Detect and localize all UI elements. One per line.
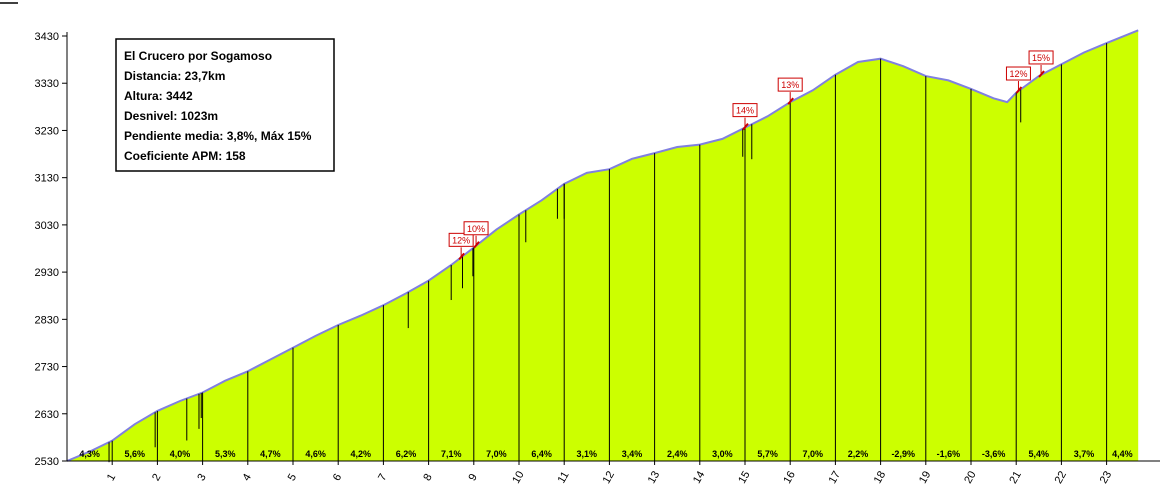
gradient-label: 3,1% bbox=[577, 449, 598, 459]
x-tick-label: 12 bbox=[601, 469, 618, 486]
y-tick-label: 2530 bbox=[35, 456, 59, 468]
y-tick-label: 2630 bbox=[35, 409, 59, 421]
x-tick-label: 1 bbox=[105, 472, 118, 483]
y-tick-label: 3030 bbox=[35, 220, 59, 232]
gradient-label: 3,7% bbox=[1074, 449, 1095, 459]
y-tick-label: 3130 bbox=[35, 173, 59, 185]
callout-box bbox=[1028, 50, 1054, 65]
gradient-label: 4,4% bbox=[1112, 449, 1133, 459]
x-tick-label: 3 bbox=[195, 472, 208, 483]
x-tick-label: 10 bbox=[510, 469, 527, 486]
y-tick-label: 2730 bbox=[35, 362, 59, 374]
gradient-label: 3,4% bbox=[622, 449, 643, 459]
max-gradient-callout: 12% bbox=[1005, 66, 1031, 94]
max-gradient-callout: 12% bbox=[448, 232, 474, 260]
y-tick-label: 3430 bbox=[35, 31, 59, 43]
y-tick-label: 2930 bbox=[35, 267, 59, 279]
callout-label: 13% bbox=[781, 80, 799, 90]
x-tick-label: 17 bbox=[827, 469, 844, 486]
gradient-label: 5,3% bbox=[215, 449, 236, 459]
x-tick-label: 16 bbox=[781, 469, 798, 486]
callout-box bbox=[463, 221, 489, 236]
gradient-label: 7,0% bbox=[486, 449, 507, 459]
info-line: Distancia: 23,7km bbox=[124, 69, 225, 83]
x-tick-label: 23 bbox=[1098, 469, 1115, 486]
x-tick-label: 15 bbox=[736, 469, 753, 486]
gradient-label: 4,0% bbox=[170, 449, 191, 459]
gradient-label: -2,9% bbox=[891, 449, 915, 459]
info-line: Desnivel: 1023m bbox=[124, 109, 218, 123]
callout-box bbox=[777, 77, 803, 92]
callout-box bbox=[448, 232, 474, 247]
x-tick-label: 18 bbox=[872, 469, 889, 486]
gradient-label: 5,6% bbox=[125, 449, 146, 459]
gradient-label: 3,0% bbox=[712, 449, 733, 459]
gradient-label: 4,6% bbox=[305, 449, 326, 459]
callout-label: 12% bbox=[452, 235, 470, 245]
info-line: Pendiente media: 3,8%, Máx 15% bbox=[124, 129, 312, 143]
x-tick-label: 4 bbox=[240, 472, 253, 483]
gradient-label: 4,3% bbox=[79, 449, 100, 459]
callout-box bbox=[1005, 66, 1031, 81]
x-tick-label: 9 bbox=[466, 472, 479, 483]
info-box-frame bbox=[115, 38, 335, 172]
gradient-label: 6,2% bbox=[396, 449, 417, 459]
y-tick-label: 3230 bbox=[35, 125, 59, 137]
callout-label: 14% bbox=[736, 106, 754, 116]
x-tick-label: 21 bbox=[1007, 469, 1024, 486]
elevation-area bbox=[67, 30, 1139, 462]
max-gradient-callout: 10% bbox=[463, 221, 489, 249]
callout-box bbox=[732, 103, 758, 118]
y-tick-label: 3330 bbox=[35, 78, 59, 90]
x-tick-label: 22 bbox=[1053, 469, 1070, 486]
gradient-label: -1,6% bbox=[937, 449, 961, 459]
info-box: El Crucero por Sogamoso Distancia: 23,7km… bbox=[115, 38, 335, 172]
callout-label: 10% bbox=[467, 224, 485, 234]
gradient-label: 7,1% bbox=[441, 449, 462, 459]
x-tick-label: 11 bbox=[556, 470, 572, 486]
x-tick-label: 6 bbox=[331, 472, 344, 483]
gradient-label: 5,4% bbox=[1029, 449, 1050, 459]
callout-label: 15% bbox=[1032, 53, 1050, 63]
gradient-label: 5,7% bbox=[757, 449, 778, 459]
info-line: Coeficiente APM: 158 bbox=[124, 149, 246, 163]
x-tick-label: 20 bbox=[962, 469, 979, 486]
x-tick-label: 2 bbox=[150, 472, 163, 483]
x-tick-label: 5 bbox=[286, 472, 299, 483]
x-tick-label: 19 bbox=[917, 469, 934, 486]
max-gradient-callout: 13% bbox=[777, 77, 803, 105]
x-tick-label: 8 bbox=[421, 472, 434, 483]
gradient-label: 7,0% bbox=[803, 449, 824, 459]
x-tick-label: 13 bbox=[646, 469, 663, 486]
gradient-label: 4,7% bbox=[260, 449, 281, 459]
route-name: El Crucero por Sogamoso bbox=[124, 49, 272, 63]
gradient-label: 4,2% bbox=[351, 449, 372, 459]
max-gradient-callout: 15% bbox=[1028, 50, 1054, 78]
callout-label: 12% bbox=[1009, 69, 1027, 79]
y-tick-label: 2830 bbox=[35, 314, 59, 326]
gradient-label: -3,6% bbox=[982, 449, 1006, 459]
x-tick-label: 14 bbox=[691, 469, 708, 486]
gradient-label: 2,2% bbox=[848, 449, 869, 459]
gradient-label: 2,4% bbox=[667, 449, 688, 459]
gradient-label: 6,4% bbox=[531, 449, 552, 459]
max-gradient-callout: 14% bbox=[732, 103, 758, 131]
x-tick-label: 7 bbox=[376, 472, 389, 483]
info-line: Altura: 3442 bbox=[124, 89, 193, 103]
plot-area: 2530 2630 2730 2830 2930 3030 3130 3230 3330 3430… bbox=[35, 29, 1160, 486]
